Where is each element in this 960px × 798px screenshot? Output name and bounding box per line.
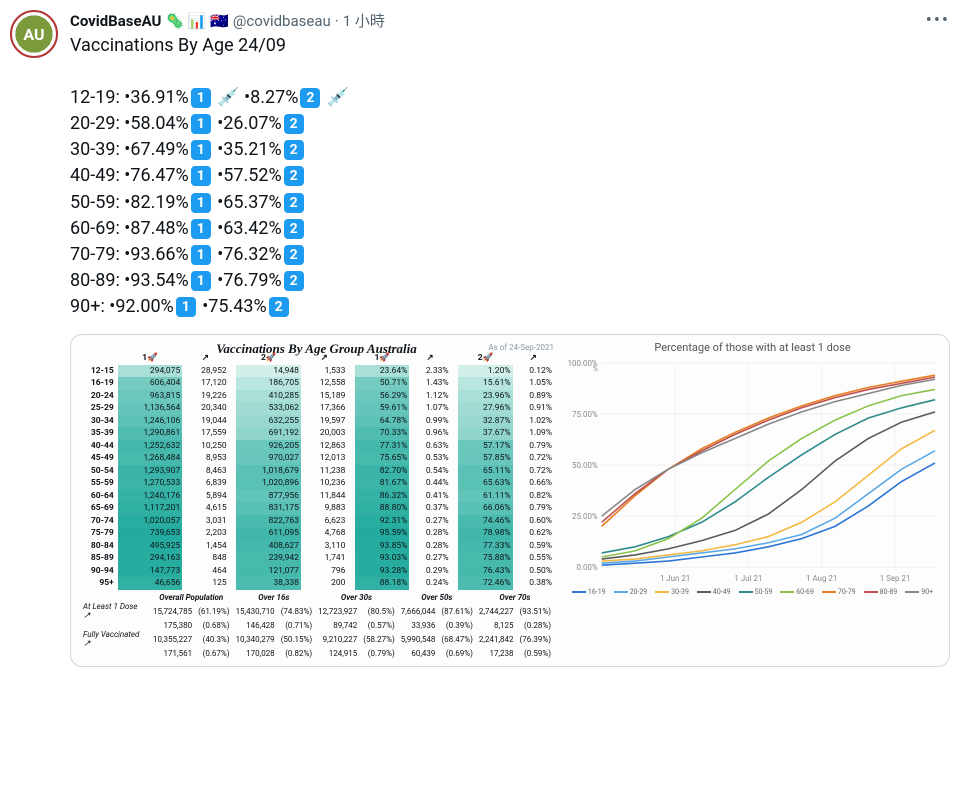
svg-text:25.00%: 25.00% [572,512,598,521]
timestamp[interactable]: 1 小時 [343,10,385,31]
tweet: AU CovidBaseAU 🦠 📊 🇦🇺 @covidbaseau · 1 小… [10,10,950,667]
summary-table: Overall PopulationOver 16sOver 30sOver 5… [79,593,554,658]
tweet-header: CovidBaseAU 🦠 📊 🇦🇺 @covidbaseau · 1 小時 •… [70,10,950,31]
chart-title: Percentage of those with at least 1 dose [564,341,941,354]
embed-table-side: Vaccinations By Age Group Australia As o… [79,341,554,658]
avatar[interactable]: AU [10,10,58,58]
chart-legend: 16-1920-2930-3940-4950-5960-6970-7980-89… [564,588,941,596]
svg-text:1 Aug 21: 1 Aug 21 [806,574,837,583]
separator: · [335,12,339,30]
embed-chart-side: Percentage of those with at least 1 dose… [564,341,941,658]
svg-text:1 Jun 21: 1 Jun 21 [660,574,690,583]
tweet-text: Vaccinations By Age 24/09 12-19: •36.91%… [70,33,950,320]
line-chart: 0.00%25.00%50.00%75.00%100.00%%1 Jun 211… [564,356,941,586]
tweet-content: CovidBaseAU 🦠 📊 🇦🇺 @covidbaseau · 1 小時 •… [70,10,950,667]
svg-text:50.00%: 50.00% [572,461,598,470]
summary-block: Overall PopulationOver 16sOver 30sOver 5… [79,593,554,658]
svg-text:%: % [593,365,598,373]
avatar-column: AU [10,10,70,667]
age-table: 1🚀↗2🚀↗1🚀↗2🚀↗12-15294,07528,95214,9481,53… [79,352,554,590]
svg-text:0.00%: 0.00% [576,563,597,572]
name-emojis: 🦠 📊 🇦🇺 [165,12,228,30]
handle[interactable]: @covidbaseau [233,12,331,30]
svg-text:1 Jul 21: 1 Jul 21 [734,574,762,583]
display-name[interactable]: CovidBaseAU [70,12,161,30]
svg-text:75.00%: 75.00% [572,410,598,419]
more-icon[interactable]: ••• [926,10,950,31]
embedded-image[interactable]: Vaccinations By Age Group Australia As o… [70,334,950,667]
svg-text:1 Sep 21: 1 Sep 21 [880,574,911,583]
